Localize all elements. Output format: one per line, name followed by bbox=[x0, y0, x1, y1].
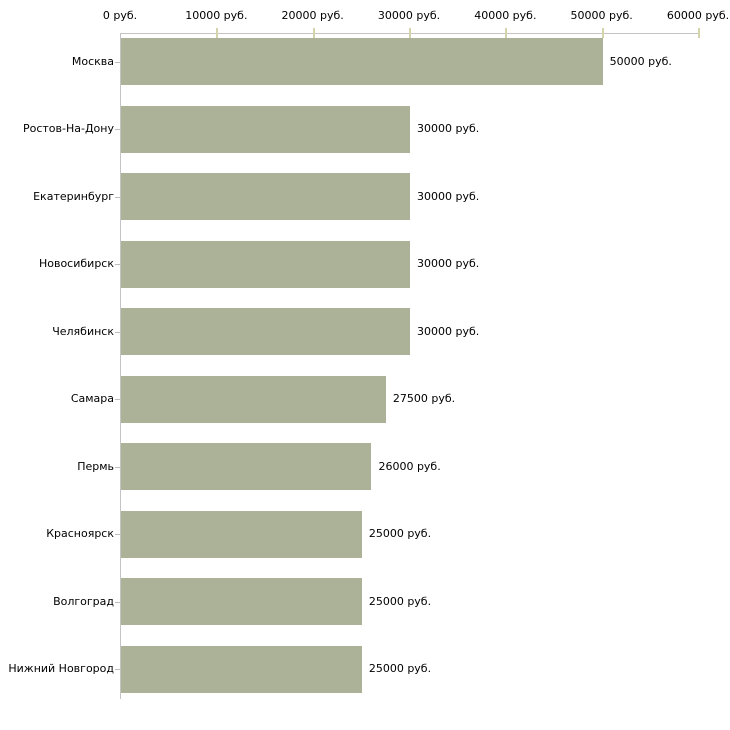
bar bbox=[121, 38, 603, 85]
x-axis-tick bbox=[698, 28, 700, 38]
category-label: Красноярск bbox=[46, 527, 114, 541]
x-axis-tick bbox=[505, 28, 507, 38]
bar bbox=[121, 645, 362, 693]
x-axis-tick-label: 40000 руб. bbox=[474, 9, 537, 22]
category-label: Пермь bbox=[77, 459, 114, 473]
value-label: 27500 руб. bbox=[392, 392, 456, 406]
category-label: Новосибирск bbox=[38, 257, 114, 271]
category-tick bbox=[115, 129, 120, 130]
bar bbox=[121, 240, 410, 288]
bar bbox=[121, 105, 410, 153]
category-label: Москва bbox=[71, 54, 114, 68]
bar bbox=[121, 443, 372, 491]
x-axis-tick bbox=[216, 28, 218, 38]
bar bbox=[121, 375, 386, 423]
bar bbox=[121, 308, 410, 356]
category-label: Волгоград bbox=[53, 594, 114, 608]
bar bbox=[121, 173, 410, 221]
category-label: Самара bbox=[70, 392, 114, 406]
category-tick bbox=[115, 467, 120, 468]
x-axis-tick-label: 50000 руб. bbox=[570, 9, 633, 22]
category-tick bbox=[115, 62, 120, 63]
bar bbox=[121, 510, 362, 558]
value-label: 30000 руб. bbox=[417, 189, 480, 203]
category-label: Челябинск bbox=[52, 324, 114, 338]
x-axis-tick-label: 60000 руб. bbox=[666, 9, 730, 22]
category-label: Нижний Новгород bbox=[8, 662, 114, 676]
x-axis-tick bbox=[409, 28, 411, 38]
value-label: 25000 руб. bbox=[368, 662, 432, 676]
y-axis-line bbox=[120, 33, 121, 699]
value-label: 30000 руб. bbox=[417, 324, 480, 338]
value-label: 25000 руб. bbox=[368, 594, 432, 608]
value-label: 50000 руб. bbox=[609, 54, 672, 68]
value-label: 30000 руб. bbox=[417, 122, 480, 136]
category-tick bbox=[115, 332, 120, 333]
category-label: Ростов-На-Дону bbox=[22, 122, 114, 136]
value-label: 30000 руб. bbox=[417, 257, 480, 271]
category-label: Екатеринбург bbox=[33, 189, 114, 203]
category-tick bbox=[115, 602, 120, 603]
category-tick bbox=[115, 534, 120, 535]
x-axis-tick-label: 30000 руб. bbox=[377, 9, 441, 22]
x-axis-tick bbox=[602, 28, 604, 38]
category-tick bbox=[115, 264, 120, 265]
value-label: 26000 руб. bbox=[378, 459, 441, 473]
x-axis-tick-label: 0 руб. bbox=[102, 9, 138, 22]
category-tick bbox=[115, 197, 120, 198]
bar bbox=[121, 578, 362, 626]
value-label: 25000 руб. bbox=[368, 527, 432, 541]
x-axis-tick-label: 20000 руб. bbox=[281, 9, 344, 22]
category-tick bbox=[115, 669, 120, 670]
category-tick bbox=[115, 399, 120, 400]
x-axis-tick-label: 10000 руб. bbox=[185, 9, 248, 22]
x-axis-tick bbox=[313, 28, 315, 38]
